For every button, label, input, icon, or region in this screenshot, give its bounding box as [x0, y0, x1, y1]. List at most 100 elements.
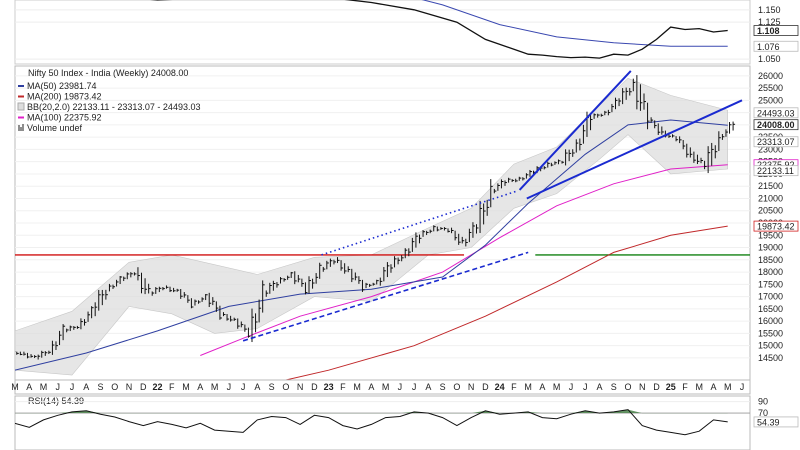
x-month-label: A: [197, 382, 203, 392]
x-month-label: M: [724, 382, 732, 392]
x-month-label: D: [482, 382, 489, 392]
price-value-tag-5: 19873.42: [753, 220, 799, 232]
trendline-1: [526, 99, 743, 200]
ma200-line: [283, 225, 728, 380]
x-month-label: N: [126, 382, 133, 392]
x-month-label: S: [611, 382, 617, 392]
x-month-label: J: [241, 382, 246, 392]
x-month-label: A: [539, 382, 545, 392]
price-value-tag-0-label: 24493.03: [757, 108, 795, 118]
legend-swatch: [17, 102, 25, 111]
price-tick-label: 23000: [758, 144, 783, 154]
ratio-panel-frame: [14, 0, 751, 65]
rsi-tick-label: 70: [758, 408, 768, 418]
x-month-label: J: [56, 382, 61, 392]
x-month-label: J: [740, 382, 745, 392]
price-value-tag-0: 24493.03: [753, 107, 799, 118]
price-value-tag-5-box: [753, 220, 799, 232]
price-value-tag-1-box: [753, 119, 799, 131]
rsi-plot: [15, 409, 728, 436]
price-tick-label: 17500: [758, 279, 783, 289]
price-tick-label: 26000: [758, 71, 783, 81]
price-plot: [15, 70, 750, 380]
x-year-label: 24: [495, 382, 505, 392]
x-month-label: F: [682, 382, 688, 392]
x-month-label: O: [624, 382, 631, 392]
ratio-tick-label: 1.150: [758, 5, 781, 15]
x-month-label: J: [398, 382, 403, 392]
x-month-label: M: [524, 382, 532, 392]
trendline-0: [518, 70, 632, 191]
price-tick-label: 16500: [758, 304, 783, 314]
ma50-line: [15, 119, 728, 371]
x-month-label: M: [353, 382, 361, 392]
rsi-value-tag-0-label: 54.39: [757, 417, 780, 427]
price-tick-label: 19000: [758, 243, 783, 253]
ma100-line: [200, 164, 728, 356]
ratio-ma-line: [421, 0, 728, 47]
x-month-label: J: [227, 382, 232, 392]
rsi-value-tag-0: 54.39: [753, 416, 799, 428]
x-month-label: N: [468, 382, 475, 392]
x-month-label: J: [412, 382, 417, 392]
price-tick-label: 18500: [758, 255, 783, 265]
x-month-label: J: [569, 382, 574, 392]
rsi-tick-label: 90: [758, 397, 768, 407]
ratio-value-tag-0-label: 1.108: [757, 26, 780, 36]
x-year-label: 22: [153, 382, 163, 392]
ratio-value-tag-0: 1.108: [753, 25, 799, 36]
x-year-label: 23: [324, 382, 334, 392]
price-tick-label: 18000: [758, 267, 783, 277]
x-month-label: A: [710, 382, 716, 392]
bollinger-band: [15, 77, 728, 376]
x-axis-strip: [14, 379, 751, 395]
price-value-tag-4-box: [753, 165, 799, 177]
legend-entry: Volume undef: [27, 123, 83, 133]
price-value-tag-2: 23313.07: [753, 136, 799, 147]
price-value-tag-5-label: 19873.42: [757, 222, 795, 232]
ratio-value-tag-1: 1.076: [753, 40, 799, 52]
price-value-tag-1-label: 24008.00: [757, 120, 795, 130]
chart-title: Nifty 50 Index - India (Weekly) 24008.00: [28, 68, 188, 78]
x-month-label: F: [511, 382, 517, 392]
price-tick-label: 16000: [758, 316, 783, 326]
ratio-value-tag-1-label: 1.076: [757, 42, 780, 52]
x-year-label: 25: [666, 382, 676, 392]
price-tick-label: 25000: [758, 95, 783, 105]
trendline-3: [321, 190, 518, 256]
x-month-label: D: [140, 382, 147, 392]
rsi-overbought-fill: [15, 409, 728, 414]
x-month-label: S: [440, 382, 446, 392]
rsi-value-tag-0-box: [753, 416, 799, 428]
x-month-label: M: [382, 382, 390, 392]
x-month-label: M: [211, 382, 219, 392]
rsi-panel-frame: [14, 395, 751, 450]
price-tick-label: 20500: [758, 206, 783, 216]
price-tick-label: 15500: [758, 328, 783, 338]
price-value-tag-4-label: 22133.11: [757, 166, 794, 176]
ratio-value-tag-1-box: [753, 40, 799, 52]
x-month-label: O: [282, 382, 289, 392]
x-month-label: M: [695, 382, 703, 392]
legend-swatch: [18, 124, 24, 131]
ratio-tick-label: 1.050: [758, 54, 781, 64]
x-month-label: M: [182, 382, 190, 392]
price-tick-label: 17000: [758, 292, 783, 302]
x-month-label: O: [111, 382, 118, 392]
legend-entry: BB(20,2.0) 22133.11 - 23313.07 - 24493.0…: [27, 102, 200, 112]
rsi-line: [15, 409, 728, 436]
x-month-label: A: [368, 382, 374, 392]
price-tick-label: 25500: [758, 83, 783, 93]
legend-entry: MA(100) 22375.92: [27, 113, 102, 123]
x-month-label: F: [340, 382, 346, 392]
x-month-label: S: [269, 382, 275, 392]
legend-entry: MA(200) 19873.42: [27, 92, 102, 102]
x-month-label: O: [453, 382, 460, 392]
x-month-label: D: [311, 382, 318, 392]
price-tick-label: 21000: [758, 193, 783, 203]
ratio-panel: 1.050 1.125 1.150 1.108 1.076: [14, 0, 799, 65]
x-month-label: S: [98, 382, 104, 392]
price-panel: Nifty 50 Index - India (Weekly) 24008.00…: [14, 65, 799, 381]
ratio-line: [150, 0, 728, 59]
